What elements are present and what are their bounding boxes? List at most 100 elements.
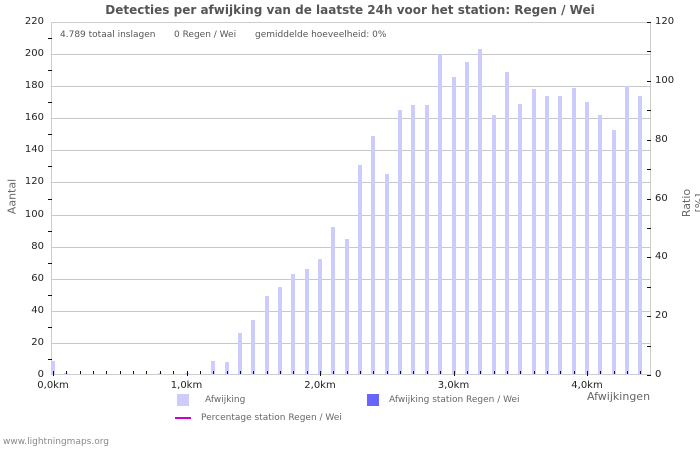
- y2-tick: [647, 81, 651, 82]
- bar: [598, 115, 602, 375]
- legend-item-station: Afwijking station Regen / Wei: [367, 394, 520, 406]
- x-tick-label: 2,0km: [304, 380, 336, 391]
- bar: [385, 174, 389, 375]
- x-tick: [120, 371, 121, 374]
- x-axis-label: Afwijkingen: [587, 390, 651, 403]
- x-tick: [454, 371, 455, 376]
- x-tick: [320, 371, 321, 376]
- x-tick: [480, 371, 481, 374]
- y2-tick-label: 40: [655, 251, 668, 263]
- info-total: 4.789 totaal inslagen: [60, 30, 156, 40]
- x-tick: [53, 371, 54, 376]
- y2-tick: [647, 316, 651, 317]
- bar: [158, 373, 162, 375]
- y2-minor-tick: [647, 110, 651, 111]
- x-tick: [93, 371, 94, 374]
- bar: [478, 49, 482, 375]
- bar: [465, 62, 469, 375]
- y2-tick: [647, 140, 651, 141]
- plot-area: [51, 22, 651, 375]
- bar: [585, 102, 589, 375]
- gridline: [51, 54, 651, 55]
- x-tick: [627, 371, 628, 374]
- x-tick: [574, 371, 575, 374]
- x-tick: [440, 371, 441, 374]
- bar: [238, 333, 242, 375]
- y2-minor-tick: [647, 51, 651, 52]
- x-tick: [173, 371, 174, 374]
- gridline: [51, 311, 651, 312]
- gridline: [51, 247, 651, 248]
- x-tick: [614, 371, 615, 374]
- legend-label: Percentage station Regen / Wei: [201, 413, 342, 423]
- y-tick-label: 200: [24, 48, 44, 60]
- y-minor-tick: [48, 231, 52, 232]
- y-minor-tick: [48, 263, 52, 264]
- y-tick-label: 100: [24, 208, 44, 220]
- x-tick: [387, 371, 388, 374]
- y2-tick-label: 0: [655, 369, 662, 380]
- bar: [211, 361, 215, 375]
- gridline: [51, 215, 651, 216]
- bar: [291, 274, 295, 375]
- y-minor-tick: [48, 102, 52, 103]
- x-tick: [413, 371, 414, 374]
- x-tick: [160, 371, 161, 374]
- x-tick: [307, 371, 308, 374]
- bar: [612, 130, 616, 375]
- y-minor-tick: [48, 327, 52, 328]
- gridline: [51, 182, 651, 183]
- x-tick-label: 3,0km: [437, 380, 470, 391]
- x-tick: [547, 371, 548, 374]
- bar: [251, 320, 255, 375]
- chart-title: Detecties per afwijking van de laatste 2…: [105, 3, 595, 17]
- x-tick: [213, 371, 214, 374]
- bar: [572, 88, 576, 375]
- x-tick: [560, 371, 561, 374]
- bar: [518, 104, 522, 375]
- x-tick: [427, 371, 428, 374]
- gridline: [51, 86, 651, 87]
- bar: [625, 86, 629, 375]
- bar: [638, 96, 642, 375]
- y2-tick: [647, 375, 651, 376]
- bar: [371, 136, 375, 375]
- legend-line-percentage: [175, 417, 191, 419]
- y-tick-label: 20: [31, 336, 44, 348]
- bar: [425, 105, 429, 375]
- x-tick: [520, 371, 521, 374]
- y-tick-label: 220: [24, 16, 44, 27]
- bar: [225, 362, 229, 375]
- bar: [278, 287, 282, 375]
- y-minor-tick: [48, 38, 52, 39]
- y-minor-tick: [48, 359, 52, 360]
- gridline: [51, 343, 651, 344]
- y-minor-tick: [48, 199, 52, 200]
- x-tick: [587, 371, 588, 376]
- bar: [265, 296, 269, 375]
- gridline: [51, 279, 651, 280]
- x-tick: [360, 371, 361, 374]
- x-tick: [534, 371, 535, 374]
- legend-swatch-station: [367, 394, 379, 406]
- y2-tick-label: 100: [655, 74, 675, 86]
- y-minor-tick: [48, 295, 52, 296]
- x-tick: [80, 371, 81, 374]
- x-tick: [133, 371, 134, 374]
- y-tick-label: 120: [24, 176, 44, 188]
- x-tick: [494, 371, 495, 374]
- x-tick-label: 4,0km: [571, 380, 603, 391]
- y-tick-label: 180: [24, 80, 44, 92]
- bar: [558, 96, 562, 375]
- y2-tick: [647, 257, 651, 258]
- bar: [345, 239, 349, 375]
- x-tick: [600, 371, 601, 374]
- bar: [318, 259, 322, 375]
- y-minor-tick: [48, 166, 52, 167]
- bar: [505, 72, 509, 375]
- x-tick: [507, 371, 508, 374]
- y2-tick: [647, 22, 651, 23]
- y-axis-right-label: Ratio [%]: [680, 188, 700, 218]
- y-tick-label: 0: [37, 369, 44, 380]
- bar: [64, 373, 68, 375]
